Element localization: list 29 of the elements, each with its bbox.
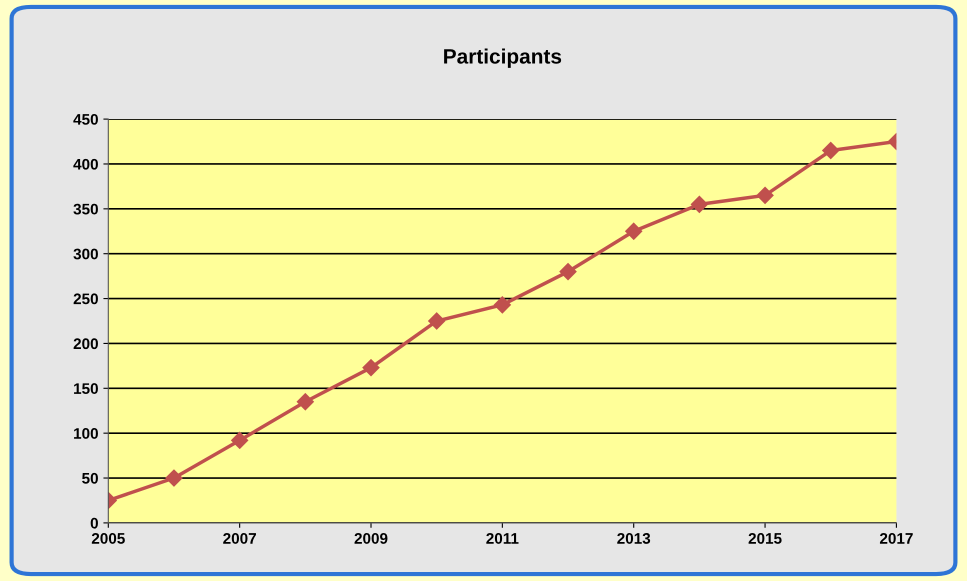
y-tick-label: 200 (74, 338, 98, 350)
x-tick-label: 2017 (880, 533, 913, 544)
chart-title: Participants (444, 48, 562, 68)
y-tick-label: 250 (74, 293, 98, 304)
x-tick-label: 2005 (92, 533, 125, 544)
y-tick-label: 50 (82, 472, 98, 484)
point (231, 432, 248, 449)
y-tick-label: 150 (74, 383, 98, 394)
y-tick-label: 0 (90, 518, 98, 529)
point (690, 196, 708, 213)
point (165, 469, 183, 487)
y-tick-label: 300 (73, 248, 98, 260)
y-tick-label: 450 (73, 114, 98, 125)
x-tick-label: 2007 (223, 533, 256, 544)
point (822, 142, 840, 160)
point (559, 263, 577, 280)
point (296, 393, 314, 410)
y-tick-label: 400 (73, 158, 98, 170)
x-tick-label: 2013 (617, 533, 650, 544)
point (756, 186, 774, 204)
point (362, 359, 380, 376)
point (428, 312, 446, 330)
x-tick-label: 2011 (486, 533, 519, 544)
point (494, 296, 511, 314)
x-tick-label: 2015 (748, 533, 782, 544)
y-tick-label: 100 (74, 428, 98, 439)
x-tick-label: 2009 (354, 533, 388, 544)
y-tick-label: 350 (73, 204, 98, 215)
point (625, 222, 642, 240)
